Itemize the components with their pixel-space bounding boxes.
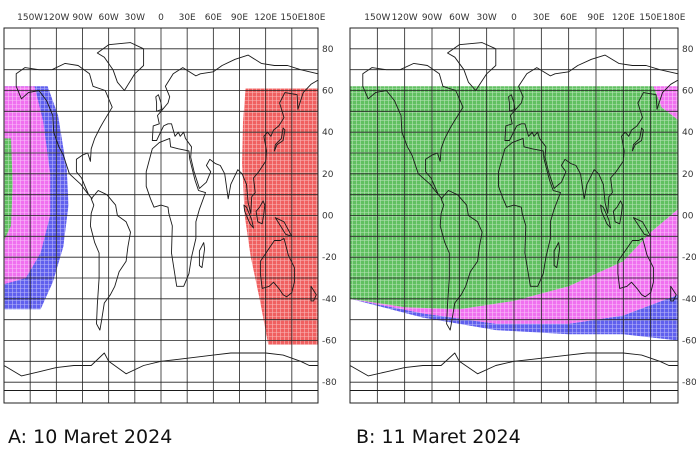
continent-newZealand: [670, 285, 677, 302]
graticule: [4, 28, 318, 403]
latitude-label: 60: [682, 87, 694, 97]
latitude-label: 20: [322, 170, 334, 180]
latitude-label: 40: [682, 128, 694, 138]
caption-b: B: 11 Maret 2024: [356, 426, 521, 448]
latitude-label: -40: [322, 295, 337, 305]
continent-northAmerica: [15, 62, 113, 200]
map-panel-a: 150W 120W 90W 60W 30W 0 30E 60E 90E 120E 150E 180E 8…: [0, 0, 345, 420]
caption-a: A: 10 Maret 2024: [8, 426, 173, 448]
world-map-a: 150W 120W 90W 60W 30W 0 30E 60E 90E 120E 150E 180E 8…: [3, 13, 337, 404]
continent-australia: [259, 237, 295, 298]
continent-eurasia: [151, 54, 319, 214]
longitude-label: 120W: [392, 13, 418, 23]
latitude-label: -80: [322, 378, 337, 388]
continent-madagascar: [553, 242, 561, 269]
latitude-label: 00: [682, 212, 694, 222]
latitude-label: -40: [682, 295, 696, 305]
longitude-label: 90W: [72, 13, 92, 23]
continent-sumatra: [600, 204, 612, 229]
continent-uk: [155, 94, 163, 112]
map-panel-b: 150W 120W 90W 60W 30W 0 30E 60E 90E 120E 150E 180E 8…: [348, 0, 696, 420]
map-frame: [3, 27, 319, 404]
longitude-label: 150W: [364, 13, 390, 23]
longitude-label: 150E: [639, 13, 662, 23]
map-frame: [349, 27, 679, 404]
longitude-label: 60E: [560, 13, 577, 23]
world-map-b: 150W 120W 90W 60W 30W 0 30E 60E 90E 120E 150E 180E 8…: [349, 13, 696, 404]
longitude-label: 60E: [205, 13, 222, 23]
longitude-label: 30W: [476, 13, 496, 23]
longitude-label: 0: [511, 13, 517, 23]
continent-newGuinea: [632, 217, 652, 237]
longitude-label: 90E: [587, 13, 604, 23]
continent-sumatra: [243, 204, 254, 229]
continent-japan: [631, 127, 644, 152]
continent-japan: [273, 127, 286, 152]
latitude-label: 40: [322, 128, 334, 138]
latitude-label: -20: [322, 253, 337, 263]
latitude-label: 00: [322, 212, 334, 222]
longitude-label: 30E: [179, 13, 196, 23]
continent-eurasia: [504, 54, 679, 214]
longitude-label: 60W: [449, 13, 469, 23]
latitude-label: -20: [682, 253, 696, 263]
continent-borneo: [255, 200, 266, 225]
longitude-label: 180E: [303, 13, 326, 23]
longitude-label: 30E: [533, 13, 550, 23]
longitude-label: 150E: [280, 13, 303, 23]
graticule: [350, 28, 678, 403]
latitude-label: 60: [322, 87, 334, 97]
continent-madagascar: [198, 242, 206, 269]
longitude-label: 90E: [231, 13, 248, 23]
longitude-label: 180E: [663, 13, 686, 23]
latitude-label: -80: [682, 378, 696, 388]
longitude-label: 60W: [98, 13, 118, 23]
continent-newGuinea: [274, 217, 293, 237]
latitude-label: 80: [682, 45, 694, 55]
continent-newZealand: [310, 285, 317, 302]
longitude-label: 0: [158, 13, 164, 23]
continent-australia: [617, 237, 654, 298]
continent-africa: [145, 137, 206, 287]
continent-africa: [498, 137, 561, 287]
latitude-label: -60: [322, 337, 337, 347]
longitude-label: 120E: [612, 13, 635, 23]
latitude-label: 20: [682, 170, 694, 180]
latitude-label: -60: [682, 337, 696, 347]
visibility-zone-4: [4, 138, 13, 241]
longitude-label: 120W: [43, 13, 69, 23]
longitude-label: 30W: [125, 13, 145, 23]
continent-northAmerica: [362, 62, 464, 200]
visibility-zone-3: [4, 86, 51, 285]
longitude-label: 120E: [254, 13, 277, 23]
continent-borneo: [612, 200, 623, 225]
longitude-label: 90W: [422, 13, 442, 23]
continent-uk: [508, 94, 516, 112]
latitude-label: 80: [322, 45, 334, 55]
longitude-label: 150W: [17, 13, 43, 23]
